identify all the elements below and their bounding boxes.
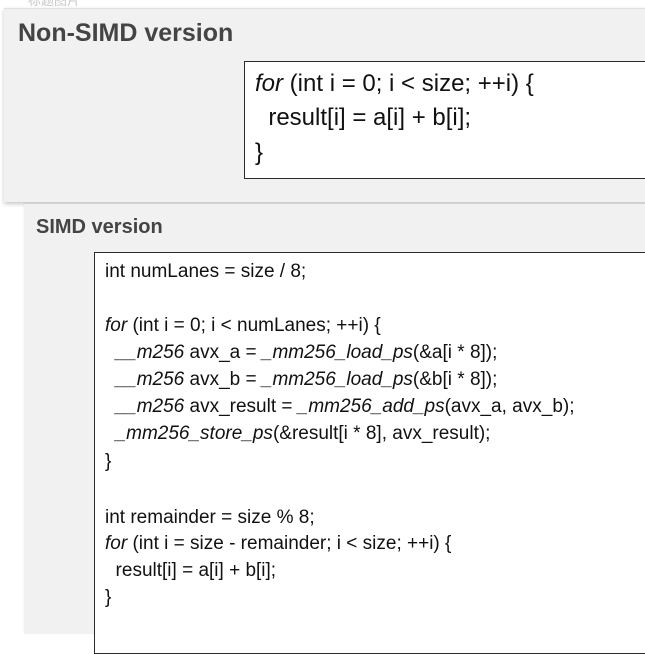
keyword-for: for	[255, 70, 284, 97]
indent	[105, 396, 116, 417]
non-simd-title: Non-SIMD version	[18, 19, 234, 47]
function-name: _mm256_load_ps	[261, 369, 413, 390]
code-line-1: for (int i = 0; i < size; ++i) {	[255, 70, 534, 98]
indent	[105, 423, 116, 444]
code-line-7: }	[105, 451, 112, 472]
code-line-8: int remainder = size % 8;	[105, 507, 315, 528]
non-simd-code-box: for (int i = 0; i < size; ++i) { result[…	[244, 61, 645, 179]
code-line-3: }	[255, 139, 264, 166]
code-line-4: __m256 avx_b = _mm256_load_ps(&b[i * 8])…	[105, 369, 498, 391]
indent	[105, 369, 116, 390]
indent	[105, 342, 116, 363]
code-line-11: }	[105, 587, 112, 608]
code-text: (&b[i * 8]);	[412, 369, 498, 390]
code-line-2: result[i] = a[i] + b[i];	[255, 104, 472, 131]
keyword-for: for	[105, 533, 128, 554]
simd-title: SIMD version	[36, 216, 163, 238]
code-line-9: for (int i = size - remainder; i < size;…	[105, 533, 451, 555]
simd-panel: SIMD version int numLanes = size / 8; fo…	[24, 204, 645, 654]
code-text: avx_a =	[184, 342, 262, 363]
function-name: _mm256_store_ps	[115, 423, 273, 444]
code-text: (&result[i * 8], avx_result);	[272, 423, 491, 444]
keyword-for: for	[105, 315, 128, 336]
code-line-5: __m256 avx_result = _mm256_add_ps(avx_a,…	[105, 396, 575, 418]
code-text: (int i = size - remainder; i < size; ++i…	[127, 533, 452, 554]
code-line-1: int numLanes = size / 8;	[105, 261, 307, 282]
code-line-10: result[i] = a[i] + b[i];	[105, 560, 277, 581]
type-name: __m256	[115, 396, 185, 417]
simd-code-box: int numLanes = size / 8; for (int i = 0;…	[94, 252, 645, 654]
code-text: (avx_a, avx_b);	[444, 396, 575, 417]
type-name: __m256	[115, 369, 185, 390]
code-line-6: _mm256_store_ps(&result[i * 8], avx_resu…	[105, 423, 491, 445]
code-text: avx_b =	[184, 369, 262, 390]
function-name: _mm256_load_ps	[261, 342, 413, 363]
code-text: (int i = 0; i < numLanes; ++i) {	[127, 315, 381, 336]
top-strip: 标题图片	[0, 0, 645, 8]
code-text: (int i = 0; i < size; ++i) {	[283, 70, 534, 97]
code-line-3: __m256 avx_a = _mm256_load_ps(&a[i * 8])…	[105, 342, 498, 364]
top-strip-text: 标题图片	[28, 0, 81, 8]
non-simd-panel: Non-SIMD version for (int i = 0; i < siz…	[4, 8, 645, 202]
code-text: (&a[i * 8]);	[412, 342, 498, 363]
function-name: _mm256_add_ps	[297, 396, 445, 417]
type-name: __m256	[115, 342, 185, 363]
code-line-2: for (int i = 0; i < numLanes; ++i) {	[105, 315, 381, 337]
code-text: avx_result =	[184, 396, 298, 417]
